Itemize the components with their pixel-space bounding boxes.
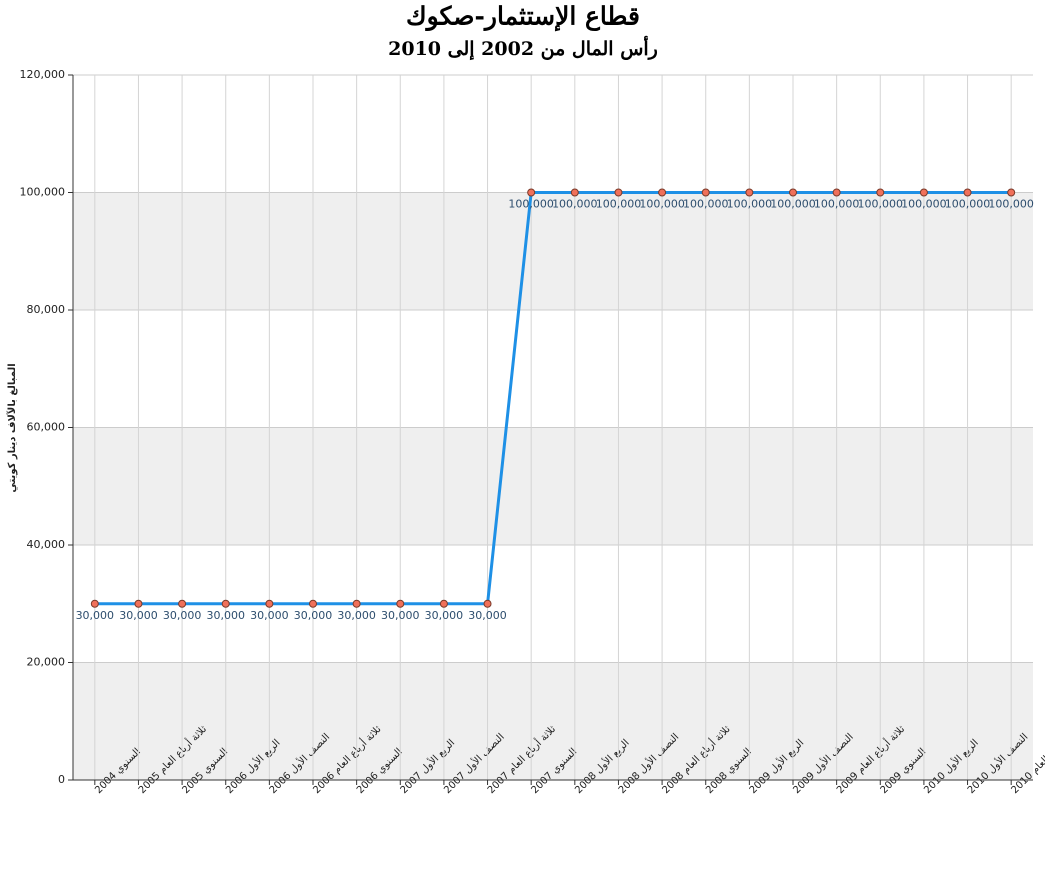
value-label: 30,000 [76, 609, 115, 622]
marker [919, 188, 928, 197]
value-label: 30,000 [337, 609, 376, 622]
marker [134, 599, 143, 608]
marker [265, 599, 274, 608]
value-label: 100,000 [727, 198, 773, 211]
marker [439, 599, 448, 608]
line [94, 191, 1012, 606]
marker [570, 188, 579, 197]
value-label: 30,000 [468, 609, 507, 622]
value-label: 30,000 [163, 609, 202, 622]
marker [527, 188, 536, 197]
marker [483, 599, 492, 608]
marker [832, 188, 841, 197]
marker [221, 599, 230, 608]
marker [614, 188, 623, 197]
value-label: 30,000 [206, 609, 245, 622]
value-label: 100,000 [596, 198, 642, 211]
y-tick-label: 20,000 [27, 656, 66, 669]
marker [178, 599, 187, 608]
marker [396, 599, 405, 608]
value-label: 100,000 [858, 198, 904, 211]
grid-band [73, 427, 1033, 545]
grid-band [73, 192, 1033, 310]
y-tick-label: 120,000 [20, 68, 66, 81]
grid-band [73, 662, 1033, 780]
marker [658, 188, 667, 197]
value-label: 100,000 [945, 198, 991, 211]
value-label: 30,000 [381, 609, 420, 622]
marker [701, 188, 710, 197]
value-label: 100,000 [770, 198, 816, 211]
value-label: 100,000 [552, 198, 598, 211]
value-label: 100,000 [814, 198, 860, 211]
marker [745, 188, 754, 197]
chart-title: قطاع الإستثمار-صكوك [406, 2, 640, 32]
value-label: 100,000 [988, 198, 1034, 211]
value-label: 30,000 [294, 609, 333, 622]
y-tick-label: 40,000 [27, 538, 66, 551]
value-label: 30,000 [119, 609, 158, 622]
marker [876, 188, 885, 197]
value-label: 100,000 [901, 198, 947, 211]
value-label: 100,000 [683, 198, 729, 211]
marker [90, 599, 99, 608]
value-label: 100,000 [639, 198, 685, 211]
y-tick-label: 60,000 [27, 421, 66, 434]
y-tick-label: 80,000 [27, 303, 66, 316]
y-axis-title: المبالغ بالآلاف دينار كويتي [6, 363, 18, 492]
marker [352, 599, 361, 608]
marker [309, 599, 317, 608]
y-tick-label: 100,000 [20, 186, 66, 199]
value-label: 100,000 [508, 198, 554, 211]
chart-subtitle: رأس المال من 2002 إلى 2010 [388, 35, 658, 61]
marker [789, 188, 797, 197]
marker [1007, 188, 1016, 197]
value-label: 30,000 [250, 609, 289, 622]
y-tick-label: 0 [58, 773, 65, 786]
value-label: 30,000 [425, 609, 464, 622]
marker [963, 188, 972, 197]
